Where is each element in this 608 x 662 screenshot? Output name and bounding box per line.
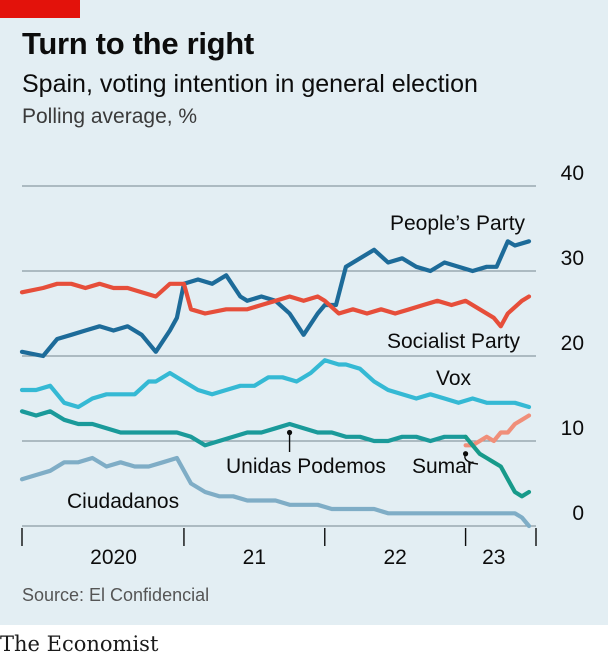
series-layer bbox=[19, 239, 532, 529]
y-tick-label: 0 bbox=[572, 502, 584, 525]
series-line-1 bbox=[19, 281, 532, 329]
y-tick-label: 10 bbox=[561, 417, 584, 440]
series-line-5 bbox=[463, 434, 532, 499]
series-label-4: Sumar bbox=[412, 455, 474, 478]
leader-dot-unidas-podemos bbox=[286, 429, 293, 436]
brand-wordmark: The Economist bbox=[0, 632, 159, 656]
y-tick-label: 30 bbox=[561, 247, 584, 270]
leader-dot-sumar bbox=[462, 451, 469, 457]
gridlines: 0 10 20 30 40 bbox=[22, 162, 584, 527]
brand-flag bbox=[0, 0, 80, 18]
series-label-2: Vox bbox=[436, 367, 472, 390]
chart-unit: Polling average, % bbox=[22, 105, 198, 128]
series-label-5: Ciudadanos bbox=[67, 490, 179, 513]
x-tick-label: 2020 bbox=[90, 546, 137, 569]
series-label-3: Unidas Podemos bbox=[226, 455, 386, 478]
x-tick-label: 22 bbox=[383, 546, 406, 569]
series-line-4 bbox=[463, 413, 532, 448]
y-tick-label: 20 bbox=[561, 332, 584, 355]
x-tick-label: 23 bbox=[482, 546, 505, 569]
chart-title: Turn to the right bbox=[22, 26, 254, 61]
series-line-0 bbox=[19, 239, 532, 359]
x-axis: 2020 21 22 23 bbox=[21, 528, 537, 569]
series-line-3 bbox=[19, 409, 468, 448]
series-line-6 bbox=[19, 455, 532, 529]
series-line-2 bbox=[19, 358, 532, 410]
series-label-1: Socialist Party bbox=[387, 330, 521, 353]
series-labels: People’s Party Socialist Party Vox Unidas P… bbox=[67, 212, 526, 513]
x-tick-label: 21 bbox=[243, 546, 266, 569]
chart-subtitle: Spain, voting intention in general elect… bbox=[22, 70, 478, 98]
series-label-0: People’s Party bbox=[390, 212, 526, 235]
y-tick-label: 40 bbox=[561, 162, 584, 185]
source-note: Source: El Confidencial bbox=[22, 585, 210, 605]
line-chart: 0 10 20 30 40 2020 21 22 23 People’s Party Socia… bbox=[19, 162, 584, 569]
